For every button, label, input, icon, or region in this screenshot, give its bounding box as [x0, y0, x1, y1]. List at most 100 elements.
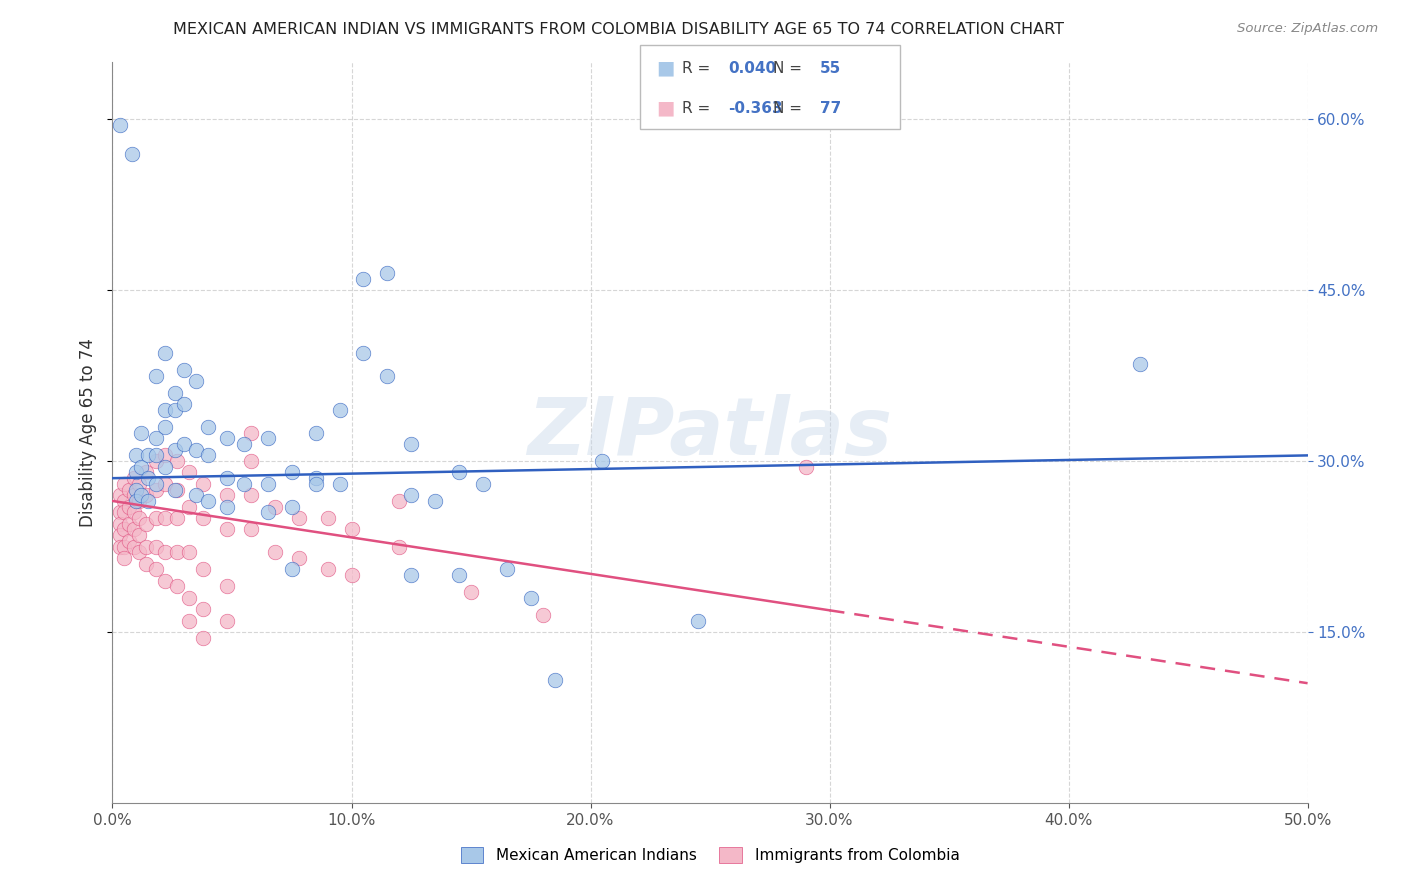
- Point: [240, 425, 263, 440]
- Text: 0.040: 0.040: [728, 61, 776, 76]
- Point: [128, 528, 150, 542]
- Text: N =: N =: [773, 61, 807, 76]
- Point: [166, 454, 188, 468]
- Point: [153, 420, 176, 434]
- Point: [193, 631, 215, 645]
- Text: 77: 77: [820, 101, 841, 116]
- Text: R =: R =: [682, 101, 716, 116]
- Point: [316, 562, 339, 576]
- Point: [145, 368, 167, 383]
- Point: [145, 449, 167, 463]
- Point: [125, 449, 148, 463]
- Point: [401, 437, 423, 451]
- Point: [145, 483, 167, 497]
- Point: [240, 523, 263, 537]
- Text: ZIPatlas: ZIPatlas: [527, 393, 893, 472]
- Point: [145, 511, 167, 525]
- Point: [193, 476, 215, 491]
- Point: [135, 516, 157, 531]
- Point: [217, 500, 239, 514]
- Point: [233, 437, 256, 451]
- Point: [122, 488, 145, 502]
- Point: [145, 476, 167, 491]
- Point: [193, 602, 215, 616]
- Point: [177, 591, 200, 605]
- Point: [153, 574, 176, 588]
- Point: [257, 505, 280, 519]
- Point: [377, 368, 399, 383]
- Point: [305, 425, 328, 440]
- Point: [166, 579, 188, 593]
- Point: [281, 500, 304, 514]
- Point: [138, 449, 160, 463]
- Point: [135, 540, 157, 554]
- Text: 55: 55: [820, 61, 841, 76]
- Point: [186, 442, 208, 457]
- Point: [193, 511, 215, 525]
- Point: [257, 431, 280, 445]
- Point: [122, 471, 145, 485]
- Point: [401, 568, 423, 582]
- Point: [217, 488, 239, 502]
- Point: [118, 533, 141, 548]
- Point: [129, 459, 152, 474]
- Point: [388, 494, 411, 508]
- Text: ■: ■: [657, 59, 675, 78]
- Point: [401, 488, 423, 502]
- Text: -0.363: -0.363: [728, 101, 783, 116]
- Point: [108, 118, 131, 132]
- Point: [173, 397, 195, 411]
- Point: [288, 550, 311, 565]
- Point: [240, 454, 263, 468]
- Point: [129, 425, 152, 440]
- Point: [217, 471, 239, 485]
- Point: [352, 272, 374, 286]
- Point: [125, 483, 148, 497]
- Point: [122, 523, 145, 537]
- Point: [125, 466, 148, 480]
- Point: [128, 476, 150, 491]
- Point: [264, 545, 287, 559]
- Text: R =: R =: [682, 61, 716, 76]
- Point: [135, 466, 157, 480]
- Point: [125, 494, 148, 508]
- Point: [128, 545, 150, 559]
- Point: [114, 550, 135, 565]
- Point: [108, 528, 131, 542]
- Y-axis label: Disability Age 65 to 74: Disability Age 65 to 74: [79, 338, 97, 527]
- Point: [163, 442, 186, 457]
- Point: [118, 483, 141, 497]
- Point: [145, 562, 167, 576]
- Point: [340, 523, 363, 537]
- Point: [1129, 357, 1152, 371]
- Point: [281, 562, 304, 576]
- Point: [217, 614, 239, 628]
- Point: [153, 402, 176, 417]
- Point: [305, 471, 328, 485]
- Point: [153, 346, 176, 360]
- Point: [114, 523, 135, 537]
- Point: [177, 500, 200, 514]
- Point: [135, 488, 157, 502]
- Point: [166, 511, 188, 525]
- Point: [447, 466, 470, 480]
- Point: [531, 607, 554, 622]
- Point: [108, 516, 131, 531]
- Point: [166, 483, 188, 497]
- Point: [460, 585, 482, 599]
- Point: [153, 449, 176, 463]
- Point: [794, 459, 817, 474]
- Point: [163, 385, 186, 400]
- Point: [496, 562, 519, 576]
- Point: [153, 459, 176, 474]
- Point: [153, 511, 176, 525]
- Point: [240, 488, 263, 502]
- Point: [543, 673, 565, 687]
- Point: [122, 540, 145, 554]
- Point: [128, 494, 150, 508]
- Point: [145, 431, 167, 445]
- Point: [138, 471, 160, 485]
- Point: [425, 494, 447, 508]
- Point: [197, 494, 219, 508]
- Point: [193, 562, 215, 576]
